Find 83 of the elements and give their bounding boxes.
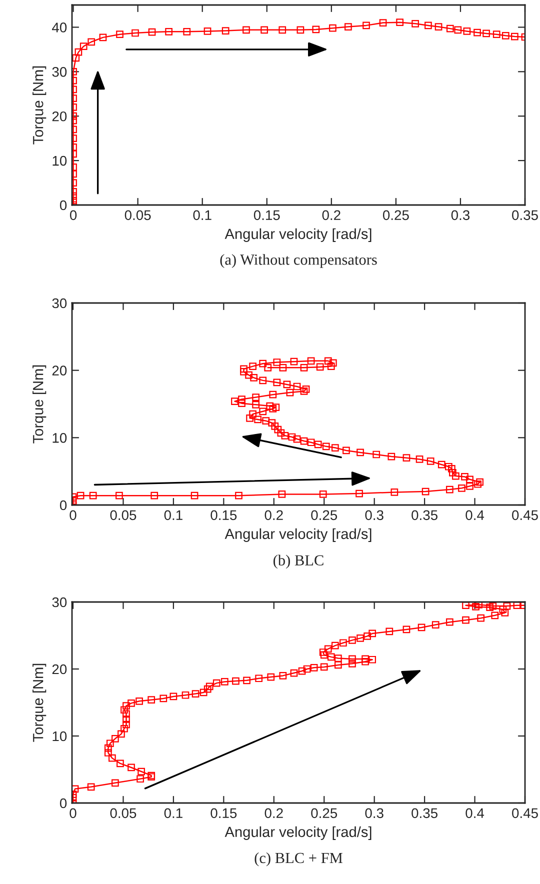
point	[74, 48, 82, 56]
y-tick-label: 30	[52, 597, 67, 608]
y-tick-label: 20	[52, 111, 67, 122]
point	[434, 23, 442, 30]
y-axis-title: Torque [Nm]	[32, 66, 46, 144]
x-tick-label: 0.1	[164, 510, 182, 520]
point	[344, 23, 352, 30]
point	[482, 30, 490, 38]
x-tick-label: 0	[70, 210, 77, 220]
x-tick-label: 0.2	[322, 210, 340, 220]
point	[329, 24, 336, 32]
x-tick-label: 0.1	[164, 808, 182, 818]
point	[396, 18, 404, 26]
point	[296, 26, 304, 34]
text: (b) BLC	[274, 554, 324, 569]
point	[165, 28, 172, 36]
x-axis-title: Angular velocity [rad/s]	[224, 228, 372, 242]
point	[183, 28, 191, 36]
point	[116, 30, 124, 38]
x-tick-label: 0.25	[311, 510, 338, 520]
point	[148, 28, 156, 36]
y-tick-label: 20	[52, 366, 67, 376]
x-tick-label: 0.45	[512, 510, 538, 520]
x-axis-title: Angular velocity [rad/s]	[224, 528, 372, 542]
x-tick-label: 0.05	[110, 808, 136, 818]
y-tick-label: 10	[52, 731, 67, 742]
x-tick-label: 0.4	[466, 510, 484, 520]
x-axis-title: Angular velocity [rad/s]	[224, 826, 372, 840]
y-tick-label: 30	[52, 67, 67, 77]
y-tick-label: 0	[60, 200, 67, 210]
x-tick-label: 0.2	[264, 808, 283, 818]
y-tick-label: 0	[60, 798, 67, 808]
point	[446, 24, 454, 32]
point	[502, 32, 510, 40]
point	[312, 26, 320, 34]
x-tick-label: 0.15	[254, 210, 280, 220]
y-tick-label: 0	[60, 500, 67, 510]
point	[278, 26, 286, 34]
x-tick-label: 0.05	[110, 510, 136, 520]
point	[72, 54, 80, 62]
text: (a) Without compensators	[220, 254, 377, 268]
text: (c) BLC + FM	[254, 852, 342, 866]
point	[260, 26, 268, 34]
point	[242, 26, 250, 34]
point	[222, 27, 230, 34]
x-tick-label: 0.35	[412, 808, 438, 818]
x-tick-label: 0.3	[451, 210, 470, 220]
point	[379, 19, 387, 26]
y-tick-label: 40	[52, 22, 67, 32]
point	[204, 28, 212, 35]
y-axis-title: Torque [Nm]	[32, 365, 46, 444]
x-tick-label: 0.05	[124, 210, 151, 220]
point	[454, 26, 462, 34]
x-tick-label: 0	[70, 808, 76, 818]
x-tick-label: 0.3	[365, 808, 384, 818]
x-tick-label: 0.45	[512, 808, 538, 818]
point	[492, 30, 500, 38]
point	[510, 32, 518, 40]
point	[412, 20, 419, 28]
point	[99, 34, 107, 42]
point	[463, 28, 471, 35]
x-tick-label: 0.25	[382, 210, 409, 220]
x-tick-label: 0.4	[466, 808, 484, 818]
x-tick-label: 0.15	[210, 808, 237, 818]
x-tick-label: 0.3	[365, 510, 384, 520]
point	[80, 42, 88, 50]
x-tick-label: 0.15	[210, 510, 237, 520]
point	[474, 28, 481, 36]
x-tick-label: 0.1	[193, 210, 212, 220]
point	[424, 22, 432, 30]
y-tick-label: 10	[52, 433, 67, 443]
point	[362, 22, 370, 30]
x-tick-label: 0.25	[311, 808, 338, 818]
point	[88, 38, 96, 46]
x-tick-label: 0	[70, 510, 76, 520]
x-tick-label: 0.2	[264, 510, 283, 520]
y-tick-label: 30	[52, 298, 67, 308]
y-tick-label: 10	[52, 156, 67, 166]
x-tick-label: 0.35	[512, 210, 538, 220]
y-tick-label: 20	[52, 664, 67, 674]
y-axis-title: Torque [Nm]	[32, 664, 46, 742]
x-tick-label: 0.35	[412, 510, 438, 520]
point	[132, 29, 139, 37]
